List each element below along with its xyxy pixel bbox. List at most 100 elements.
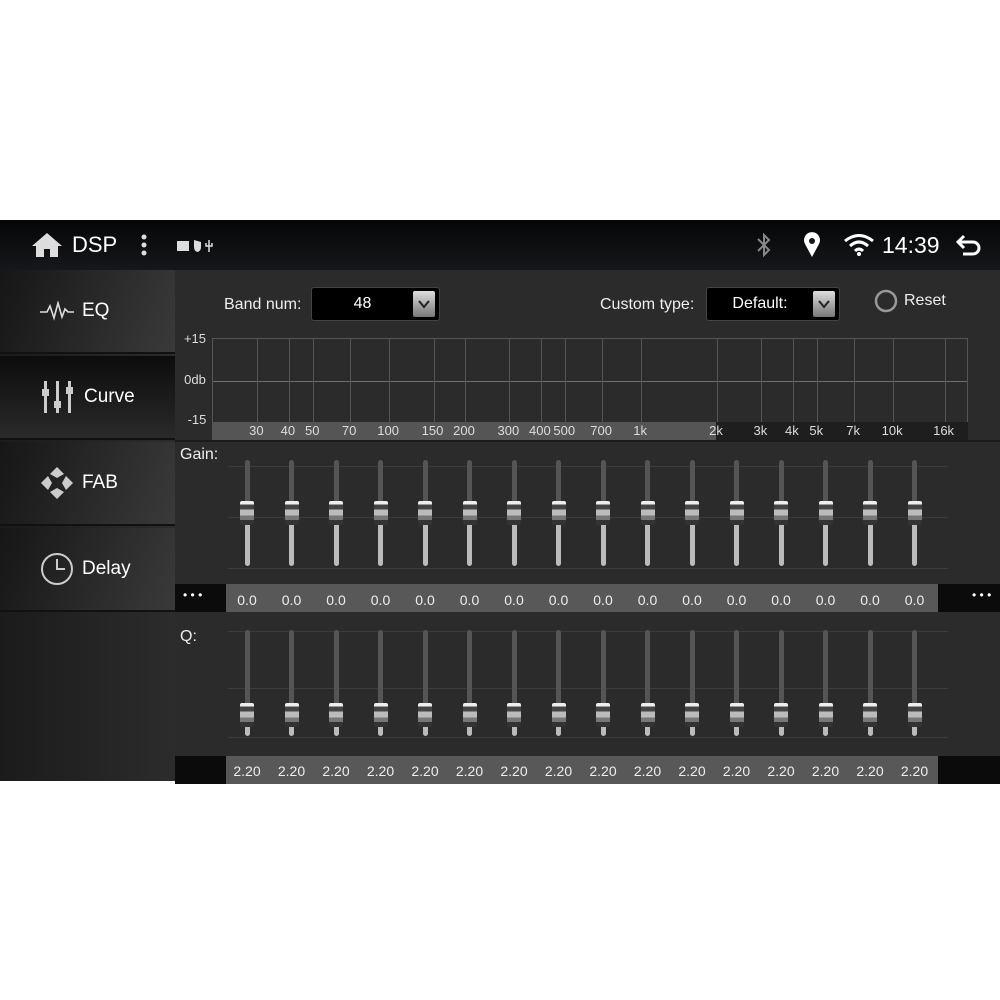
sidebar-item-delay[interactable]: Delay — [0, 528, 175, 612]
q-slider-track[interactable] — [467, 630, 472, 736]
reset-label: Reset — [904, 292, 946, 309]
q-slider-track[interactable] — [600, 630, 606, 736]
gain-value: 0.0 — [326, 592, 346, 608]
grid-line — [565, 339, 567, 423]
gain-slider-thumb[interactable] — [240, 501, 254, 525]
gain-value: 0.0 — [815, 592, 836, 608]
bluetooth-icon — [757, 232, 771, 258]
q-slider-thumb[interactable] — [462, 702, 477, 727]
gain-value: 0.0 — [771, 592, 791, 608]
q-slider-track[interactable] — [689, 630, 695, 736]
q-value: 2.20 — [589, 763, 617, 779]
gain-value: 0.0 — [281, 592, 302, 608]
usb-icon — [205, 240, 213, 252]
grid-line — [257, 339, 259, 423]
eq-curve-chart — [212, 338, 968, 423]
sidebar-item-curve[interactable]: Curve — [0, 356, 175, 440]
gain-slider-thumb[interactable] — [507, 501, 521, 525]
q-slider-track[interactable] — [556, 630, 561, 736]
q-slider-thumb[interactable] — [685, 702, 699, 727]
q-slider-thumb[interactable] — [551, 702, 566, 727]
custom-type-select[interactable]: Default: — [706, 287, 840, 321]
x-tick: 400 — [529, 423, 551, 438]
q-slider-track[interactable] — [912, 630, 917, 736]
q-slider-track[interactable] — [734, 630, 739, 736]
wifi-icon — [844, 234, 874, 256]
home-icon[interactable] — [31, 232, 63, 258]
gain-slider-thumb[interactable] — [551, 501, 566, 525]
q-slider-track[interactable] — [333, 630, 339, 736]
x-tick: 4k — [784, 423, 799, 438]
gain-slider-thumb[interactable] — [373, 501, 388, 525]
q-slider-thumb[interactable] — [507, 702, 521, 727]
q-slider-thumb[interactable] — [329, 702, 343, 727]
gain-values-strip — [226, 584, 938, 612]
gain-slider-thumb[interactable] — [284, 501, 299, 525]
sliders-icon — [42, 381, 73, 413]
image-icon — [177, 241, 189, 251]
q-slider-track[interactable] — [289, 630, 294, 736]
custom-type-value: Default: — [732, 295, 788, 312]
gain-slider-thumb[interactable] — [863, 501, 877, 525]
q-slider-track[interactable] — [823, 630, 828, 736]
scroll-left-button[interactable]: • • • — [175, 584, 226, 612]
gain-slider-thumb[interactable] — [640, 501, 655, 525]
grid-line — [509, 339, 511, 423]
q-slider-track[interactable] — [244, 630, 250, 736]
q-slider-track[interactable] — [778, 630, 784, 736]
gain-slider-thumb[interactable] — [418, 501, 432, 525]
gain-slider-thumb[interactable] — [596, 501, 610, 525]
chevron-down-icon — [413, 291, 435, 317]
gain-slider-thumb[interactable] — [774, 501, 788, 525]
q-value: 2.20 — [633, 763, 662, 779]
q-value: 2.20 — [277, 763, 306, 779]
q-slider-thumb[interactable] — [907, 702, 922, 727]
q-slider-thumb[interactable] — [774, 702, 788, 727]
x-tick: 300 — [497, 423, 520, 438]
grid-line — [717, 339, 718, 423]
clock: 14:39 — [882, 232, 940, 258]
gain-slider-thumb[interactable] — [685, 501, 699, 525]
gain-slider-thumb[interactable] — [818, 501, 833, 525]
back-icon[interactable] — [955, 234, 983, 256]
q-value: 2.20 — [544, 763, 573, 779]
q-slider-thumb[interactable] — [373, 702, 388, 727]
gain-slider-thumb[interactable] — [462, 501, 477, 525]
q-value: 2.20 — [678, 763, 706, 779]
reset-button[interactable]: Reset — [874, 289, 946, 313]
gain-slider-thumb[interactable] — [329, 501, 343, 525]
gain-slider-thumb[interactable] — [907, 501, 922, 525]
more-left: • • • — [183, 588, 203, 602]
band-num-value: 48 — [353, 295, 372, 312]
q-slider-track[interactable] — [645, 630, 650, 736]
q-slider-thumb[interactable] — [729, 702, 744, 727]
scroll-right-button[interactable]: • • • — [938, 584, 1000, 612]
gain-value: 0.0 — [726, 592, 747, 608]
grid-line — [288, 339, 290, 423]
q-slider-track[interactable] — [422, 630, 428, 736]
q-slider-thumb[interactable] — [596, 702, 610, 727]
q-slider-thumb[interactable] — [284, 702, 299, 727]
grid-line — [465, 339, 466, 423]
x-tick: 1k — [633, 423, 647, 438]
q-slider-thumb[interactable] — [240, 702, 254, 727]
gain-value: 0.0 — [370, 592, 391, 608]
q-slider-track[interactable] — [378, 630, 383, 736]
x-tick-strip-low — [212, 422, 716, 440]
gain-label: Gain: — [180, 446, 219, 463]
gain-value: 0.0 — [548, 592, 569, 608]
sidebar-item-eq[interactable]: EQ — [0, 270, 175, 354]
gain-value: 0.0 — [682, 592, 702, 608]
q-slider-thumb[interactable] — [640, 702, 655, 727]
q-slider-thumb[interactable] — [818, 702, 833, 727]
q-slider-track[interactable] — [867, 630, 873, 736]
band-num-select[interactable]: 48 — [311, 287, 440, 321]
sidebar-item-fab[interactable]: FAB — [0, 442, 175, 526]
gain-slider-thumb[interactable] — [729, 501, 744, 525]
q-slider-thumb[interactable] — [418, 702, 432, 727]
more-vert-icon[interactable] — [140, 233, 148, 259]
q-slider-track[interactable] — [511, 630, 517, 736]
q-slider-thumb[interactable] — [863, 702, 877, 727]
gain-value: 0.0 — [593, 592, 613, 608]
gain-value: 0.0 — [860, 592, 880, 608]
